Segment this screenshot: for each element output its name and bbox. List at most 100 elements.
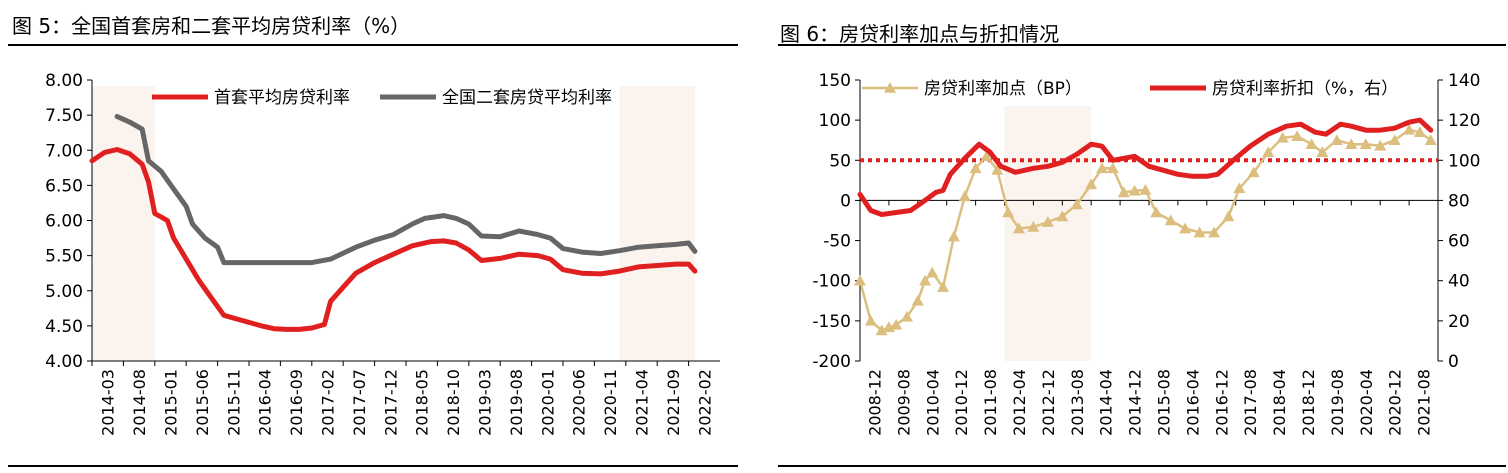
series-line-1 <box>114 114 698 266</box>
series-line-1 <box>857 117 1434 217</box>
x-tick-label: 2017-08 <box>1241 369 1260 436</box>
x-tick-label: 2015-01 <box>162 369 181 436</box>
y2-tick-label: 60 <box>1448 232 1470 252</box>
series-point <box>875 324 888 336</box>
figure-6-top-rule <box>778 44 1506 46</box>
y2-tick-label: 20 <box>1448 312 1470 332</box>
figure-6-bottom-rule <box>778 465 1506 467</box>
figure-6-panel: 图 6：房贷利率加点与折扣情况 150 100 50 0 -50 -100 -150 -200… <box>770 0 1508 473</box>
series-point <box>1316 146 1329 158</box>
y2-tick-label: 140 <box>1448 71 1480 91</box>
series-point <box>864 314 877 326</box>
x-tick-label: 2017-02 <box>319 369 338 436</box>
x-tick-label: 2018-12 <box>1299 369 1318 436</box>
series-point <box>1070 198 1083 210</box>
y-tick-label: -150 <box>812 312 851 332</box>
series-point <box>1012 222 1025 234</box>
y-tick-label: -50 <box>823 232 851 252</box>
shaded-period-1 <box>619 86 695 361</box>
x-tick-label: 2021-08 <box>1415 369 1434 436</box>
x-tick-label: 2019-03 <box>476 369 495 436</box>
series-point <box>1056 210 1069 222</box>
y-tick-label: 4.50 <box>45 317 83 337</box>
series-point <box>937 281 950 292</box>
y-tick-label: 6.50 <box>45 176 83 196</box>
x-tick-label: 2009-08 <box>894 369 913 436</box>
series-point <box>958 190 971 202</box>
y2-tick-label: 80 <box>1448 191 1470 211</box>
series-point <box>1096 162 1109 174</box>
x-tick-label: 2014-04 <box>1097 369 1116 436</box>
series-point <box>1128 184 1141 196</box>
x-tick-label: 2018-05 <box>413 369 432 436</box>
x-tick-label: 2020-12 <box>1386 369 1405 436</box>
shaded-period-0 <box>1004 106 1092 361</box>
x-tick-label: 2018-04 <box>1270 369 1289 436</box>
x-tick-label: 2012-12 <box>1039 369 1058 436</box>
series-point <box>1388 134 1401 146</box>
series-point <box>900 310 913 322</box>
series-line-0 <box>858 128 1433 332</box>
series-point <box>1413 126 1426 137</box>
x-tick-label: 2020-04 <box>1357 369 1376 436</box>
y-tick-label: 5.50 <box>45 247 83 267</box>
figure-5-panel: 图 5：全国首套房和二套平均房贷利率（%） 8.00 7.50 7.00 6.50 6.… <box>0 0 745 473</box>
series-point <box>969 162 982 174</box>
series-point <box>1291 130 1304 141</box>
series-point <box>1208 226 1221 238</box>
x-tick-label: 2010-04 <box>923 369 942 436</box>
y-tick-label: 6.00 <box>45 212 83 232</box>
x-tick-label: 2012-04 <box>1010 369 1029 436</box>
series-point <box>911 294 924 306</box>
x-tick-label: 2019-08 <box>507 369 526 436</box>
series-point <box>1117 186 1130 198</box>
x-tick-label: 2021-09 <box>664 369 683 436</box>
y-tick-label: 4.00 <box>45 352 83 372</box>
y-tick-label: -200 <box>812 352 851 372</box>
y-tick-label: 150 <box>819 71 851 91</box>
figure-5-top-rule <box>8 44 738 46</box>
series-point <box>854 274 866 286</box>
y-tick-label: 50 <box>829 151 851 171</box>
y2-tick-label: 120 <box>1448 111 1480 131</box>
x-tick-label: 2022-02 <box>695 369 714 436</box>
series-point <box>1150 206 1163 218</box>
figure-5-title: 图 5：全国首套房和二套平均房贷利率（%） <box>12 14 411 38</box>
y2-tick-label: 100 <box>1448 151 1480 171</box>
series-point <box>1345 138 1358 150</box>
x-tick-label: 2015-11 <box>224 369 243 436</box>
series-point <box>1179 222 1192 234</box>
legend-marker-0 <box>884 82 896 93</box>
legend-label-1: 全国二套房贷平均利率 <box>442 88 612 108</box>
series-point <box>980 150 993 162</box>
y-tick-label: 7.50 <box>45 106 83 126</box>
series-point <box>1106 162 1119 174</box>
legend-label-0: 首套平均房贷利率 <box>214 88 350 108</box>
x-tick-label: 2014-12 <box>1126 369 1145 436</box>
y-tick-label: 5.00 <box>45 282 83 302</box>
x-tick-label: 2016-12 <box>1212 369 1231 436</box>
series-point <box>1305 138 1318 150</box>
series-point <box>1222 210 1235 222</box>
series-point <box>1247 166 1260 178</box>
series-point <box>1262 146 1275 158</box>
x-tick-label: 2017-07 <box>350 369 369 436</box>
series-point <box>1359 138 1372 150</box>
x-tick-label: 2017-12 <box>381 369 400 436</box>
y2-tick-label: 40 <box>1448 272 1470 292</box>
x-tick-label: 2020-01 <box>538 369 557 436</box>
x-tick-label: 2018-10 <box>444 369 463 436</box>
figure-5-bottom-rule <box>8 465 738 467</box>
x-tick-label: 2015-06 <box>193 369 212 436</box>
shaded-period-0 <box>92 86 155 361</box>
legend-label-0: 房贷利率加点（BP） <box>924 79 1082 99</box>
series-point <box>1085 178 1098 190</box>
legend-label-1: 房贷利率折扣（%，右） <box>1212 79 1398 99</box>
series-point <box>1193 226 1206 238</box>
x-tick-label: 2019-08 <box>1328 369 1347 436</box>
x-tick-label: 2011-08 <box>981 369 1000 436</box>
series-point <box>1403 123 1416 135</box>
series-point <box>1139 183 1152 195</box>
x-tick-label: 2016-04 <box>256 369 275 436</box>
x-tick-label: 2020-06 <box>570 369 589 436</box>
